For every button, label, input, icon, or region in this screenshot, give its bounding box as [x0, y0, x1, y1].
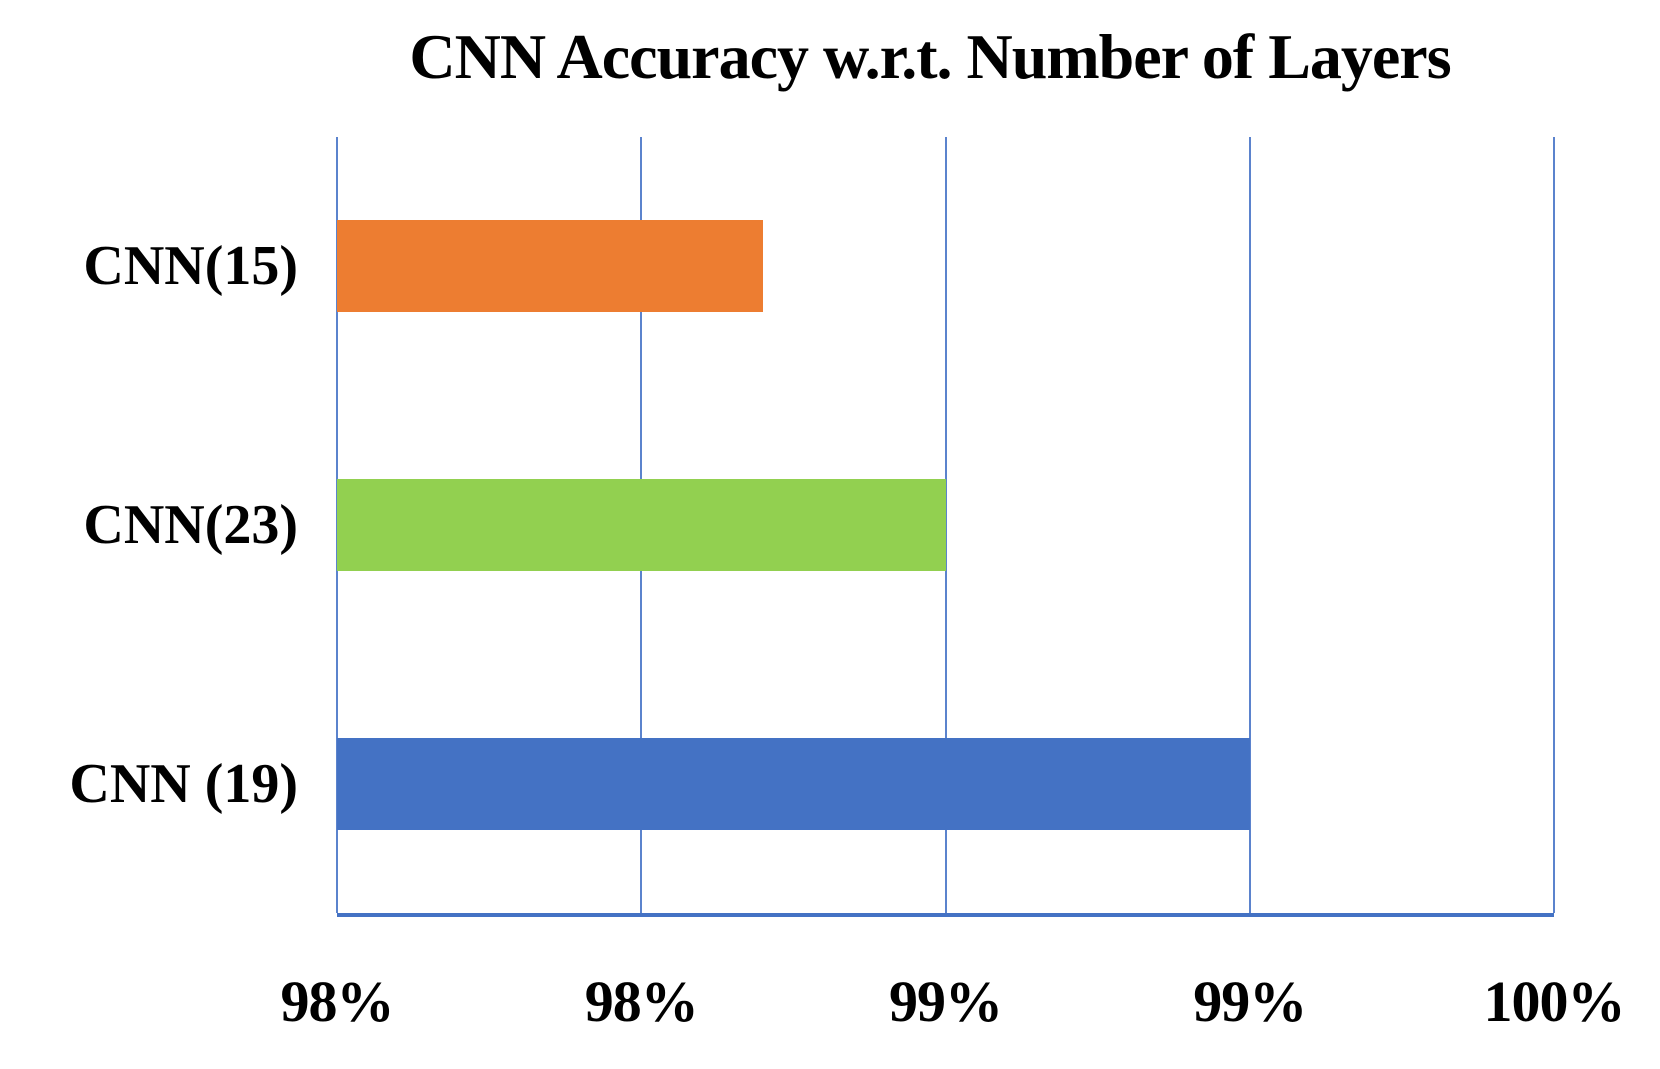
y-axis-category-labels: CNN(15) CNN(23) CNN (19)	[0, 137, 298, 913]
gridline-4	[1553, 137, 1555, 913]
bar-row-cnn-19	[337, 654, 1554, 913]
chart-title: CNN Accuracy w.r.t. Number of Layers	[409, 21, 1451, 92]
gridline-2	[944, 137, 947, 913]
bar-row-cnn-15	[337, 137, 1554, 396]
x-tick-label-2: 99%	[889, 969, 1003, 1034]
gridline-3	[1248, 137, 1251, 913]
category-label-cnn-23: CNN(23)	[83, 494, 298, 556]
bar-row-cnn-23	[337, 396, 1554, 655]
x-tick-label-3: 99%	[1193, 969, 1307, 1034]
bar-cnn-23	[337, 479, 946, 571]
category-label-cnn-15: CNN(15)	[83, 235, 298, 298]
bar-cnn-19	[337, 737, 1250, 830]
category-label-cnn-19: CNN (19)	[69, 752, 298, 815]
bar-cnn-15	[337, 220, 763, 313]
plot-area	[336, 137, 1555, 917]
x-tick-label-1: 98%	[584, 969, 699, 1034]
x-tick-label-4: 100%	[1483, 969, 1626, 1034]
x-axis-tick-labels: 98% 98% 99% 99% 100%	[281, 968, 1626, 1038]
x-tick-label-0: 98%	[280, 969, 395, 1034]
bar-rows	[337, 137, 1554, 913]
